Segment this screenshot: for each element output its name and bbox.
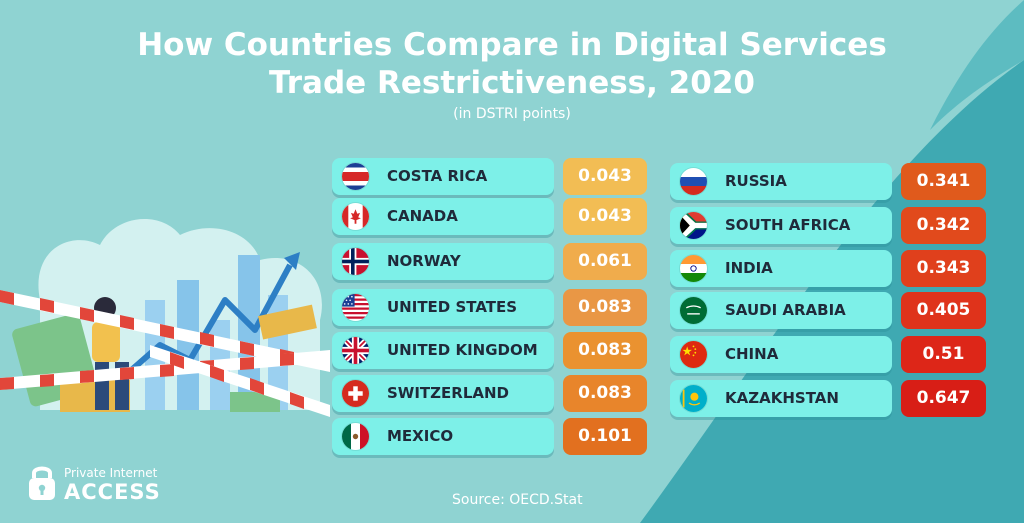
table-row: CANADA 0.043 bbox=[332, 198, 647, 235]
padlock-icon bbox=[29, 466, 55, 500]
source-note: Source: OECD.Stat bbox=[452, 492, 583, 508]
dstri-value: 0.342 bbox=[901, 207, 986, 244]
country-label-pill: CANADA bbox=[332, 198, 554, 235]
country-label-pill: MEXICO bbox=[332, 418, 554, 455]
table-row: NORWAY 0.061 bbox=[332, 243, 647, 280]
china-flag-icon bbox=[680, 341, 707, 368]
country-name: SWITZERLAND bbox=[387, 384, 510, 402]
country-label-pill: INDIA bbox=[670, 250, 892, 287]
country-name: INDIA bbox=[725, 259, 773, 277]
dstri-value: 0.343 bbox=[901, 250, 986, 287]
russia-flag-icon bbox=[680, 168, 707, 195]
pia-logo: Private Internet ACCESS bbox=[26, 462, 160, 506]
united-states-flag-icon bbox=[342, 294, 369, 321]
dstri-value: 0.043 bbox=[563, 198, 647, 235]
country-label-pill: SWITZERLAND bbox=[332, 375, 554, 412]
dstri-value: 0.083 bbox=[563, 375, 647, 412]
country-name: COSTA RICA bbox=[387, 167, 488, 185]
dstri-value: 0.647 bbox=[901, 380, 986, 417]
table-row: SOUTH AFRICA 0.342 bbox=[670, 207, 986, 244]
dstri-value: 0.083 bbox=[563, 289, 647, 326]
table-row: COSTA RICA 0.043 bbox=[332, 158, 647, 195]
table-row: RUSSIA 0.341 bbox=[670, 163, 986, 200]
table-row: UNITED KINGDOM 0.083 bbox=[332, 332, 647, 369]
country-label-pill: COSTA RICA bbox=[332, 158, 554, 195]
dstri-value: 0.405 bbox=[901, 292, 986, 329]
country-name: CANADA bbox=[387, 207, 458, 225]
table-row: SAUDI ARABIA 0.405 bbox=[670, 292, 986, 329]
switzerland-flag-icon bbox=[342, 380, 369, 407]
norway-flag-icon bbox=[342, 248, 369, 275]
country-name: RUSSIA bbox=[725, 172, 787, 190]
country-name: NORWAY bbox=[387, 252, 461, 270]
south-africa-flag-icon bbox=[680, 212, 707, 239]
country-label-pill: SOUTH AFRICA bbox=[670, 207, 892, 244]
saudi-arabia-flag-icon bbox=[680, 297, 707, 324]
dstri-value: 0.101 bbox=[563, 418, 647, 455]
table-row: SWITZERLAND 0.083 bbox=[332, 375, 647, 412]
country-label-pill: UNITED KINGDOM bbox=[332, 332, 554, 369]
chart-title-line1: How Countries Compare in Digital Service… bbox=[137, 27, 887, 63]
table-row: KAZAKHSTAN 0.647 bbox=[670, 380, 986, 417]
country-label-pill: UNITED STATES bbox=[332, 289, 554, 326]
india-flag-icon bbox=[680, 255, 707, 282]
dstri-value: 0.061 bbox=[563, 243, 647, 280]
dstri-value: 0.083 bbox=[563, 332, 647, 369]
country-label-pill: NORWAY bbox=[332, 243, 554, 280]
country-name: UNITED STATES bbox=[387, 298, 518, 316]
dstri-value: 0.341 bbox=[901, 163, 986, 200]
country-name: MEXICO bbox=[387, 427, 454, 445]
country-label-pill: RUSSIA bbox=[670, 163, 892, 200]
country-name: SOUTH AFRICA bbox=[725, 216, 851, 234]
costa-rica-flag-icon bbox=[342, 163, 369, 190]
logo-text-bottom: ACCESS bbox=[64, 480, 161, 504]
table-row: CHINA 0.51 bbox=[670, 336, 986, 373]
dstri-value: 0.043 bbox=[563, 158, 647, 195]
canada-flag-icon bbox=[342, 203, 369, 230]
country-name: KAZAKHSTAN bbox=[725, 389, 839, 407]
dstri-value: 0.51 bbox=[901, 336, 986, 373]
united-kingdom-flag-icon bbox=[342, 337, 369, 364]
table-row: UNITED STATES 0.083 bbox=[332, 289, 647, 326]
country-name: CHINA bbox=[725, 345, 779, 363]
country-label-pill: CHINA bbox=[670, 336, 892, 373]
country-label-pill: KAZAKHSTAN bbox=[670, 380, 892, 417]
mexico-flag-icon bbox=[342, 423, 369, 450]
kazakhstan-flag-icon bbox=[680, 385, 707, 412]
country-label-pill: SAUDI ARABIA bbox=[670, 292, 892, 329]
table-row: INDIA 0.343 bbox=[670, 250, 986, 287]
chart-title-line2: Trade Restrictiveness, 2020 bbox=[269, 65, 755, 101]
table-row: MEXICO 0.101 bbox=[332, 418, 647, 455]
country-name: SAUDI ARABIA bbox=[725, 301, 846, 319]
chart-subtitle: (in DSTRI points) bbox=[453, 106, 571, 122]
logo-text-top: Private Internet bbox=[64, 466, 158, 480]
country-name: UNITED KINGDOM bbox=[387, 341, 538, 359]
